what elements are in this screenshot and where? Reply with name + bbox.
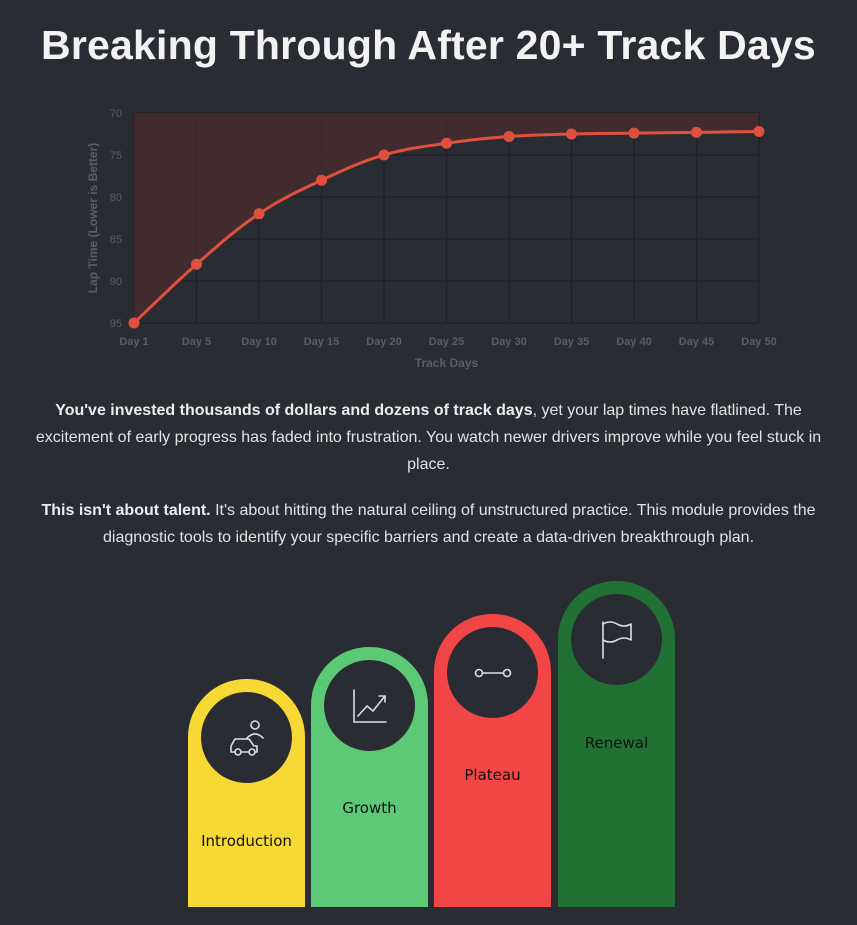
stage-plateau-circle: [447, 627, 538, 718]
y-tick-label: 70: [110, 108, 122, 120]
y-tick-label: 75: [110, 150, 122, 162]
data-point: [378, 149, 390, 161]
x-tick-label: Day 40: [616, 336, 651, 348]
intro-paragraph: You've invested thousands of dollars and…: [20, 397, 837, 478]
x-tick-label: Day 25: [429, 336, 464, 348]
x-tick-label: Day 50: [741, 336, 776, 348]
stage-label: Plateau: [464, 766, 521, 784]
data-point: [253, 208, 265, 220]
stage-renewal: Renewal: [558, 581, 675, 907]
intro-paragraph-bold: You've invested thousands of dollars and…: [55, 402, 533, 419]
y-axis-label: Lap Time (Lower is Better): [86, 143, 100, 293]
talent-paragraph: This isn't about talent. It's about hitt…: [20, 497, 837, 551]
stage-plateau: Plateau: [434, 614, 551, 907]
data-point: [566, 128, 577, 140]
lap-time-chart: 70 75 80 85 90 95 Day 1 Day 5 Day 10 Day 15 Day 20…: [86, 108, 777, 370]
intro-paragraph-text: , yet your lap times have flatlined. The…: [35, 402, 822, 473]
data-point: [753, 125, 765, 137]
data-point: [503, 131, 515, 143]
y-tick-label: 80: [110, 192, 122, 204]
x-axis-label: Track Days: [415, 356, 479, 370]
stage-growth-circle: [324, 660, 415, 751]
stage-label: Renewal: [584, 734, 649, 752]
x-tick-label: Day 10: [241, 336, 276, 348]
stage-label: Growth: [342, 799, 397, 817]
data-point: [316, 174, 327, 186]
data-point: [128, 317, 140, 329]
data-point: [191, 258, 202, 270]
x-tick-label: Day 35: [554, 336, 589, 348]
y-tick-label: 85: [110, 234, 122, 246]
trend-up-icon: [352, 688, 387, 723]
x-tick-label: Day 1: [119, 336, 148, 348]
x-tick-label: Day 45: [679, 336, 714, 348]
page-title: Breaking Through After 20+ Track Days: [41, 22, 816, 68]
stage-renewal-circle: [571, 594, 662, 685]
series-line: [132, 129, 760, 325]
area-fill: [134, 113, 759, 323]
talent-paragraph-text: It's about hitting the natural ceiling o…: [102, 502, 816, 546]
data-point: [691, 126, 702, 138]
flat-line-icon: [474, 668, 511, 677]
x-tick-label: Day 30: [491, 336, 526, 348]
y-tick-label: 95: [110, 318, 122, 330]
stage-label: Introduction: [201, 832, 292, 850]
y-tick-label: 90: [110, 276, 122, 288]
data-point: [628, 127, 640, 139]
talent-paragraph-bold: This isn't about talent.: [41, 502, 211, 519]
stage-growth: Growth: [311, 647, 428, 907]
x-tick-label: Day 5: [182, 336, 211, 348]
data-point: [441, 137, 452, 149]
x-tick-label: Day 20: [366, 336, 401, 348]
flag-icon: [601, 620, 632, 659]
stage-introduction: Introduction: [188, 679, 305, 907]
car-driver-icon: [229, 719, 264, 756]
stage-introduction-circle: [201, 692, 292, 783]
x-tick-label: Day 15: [304, 336, 339, 348]
